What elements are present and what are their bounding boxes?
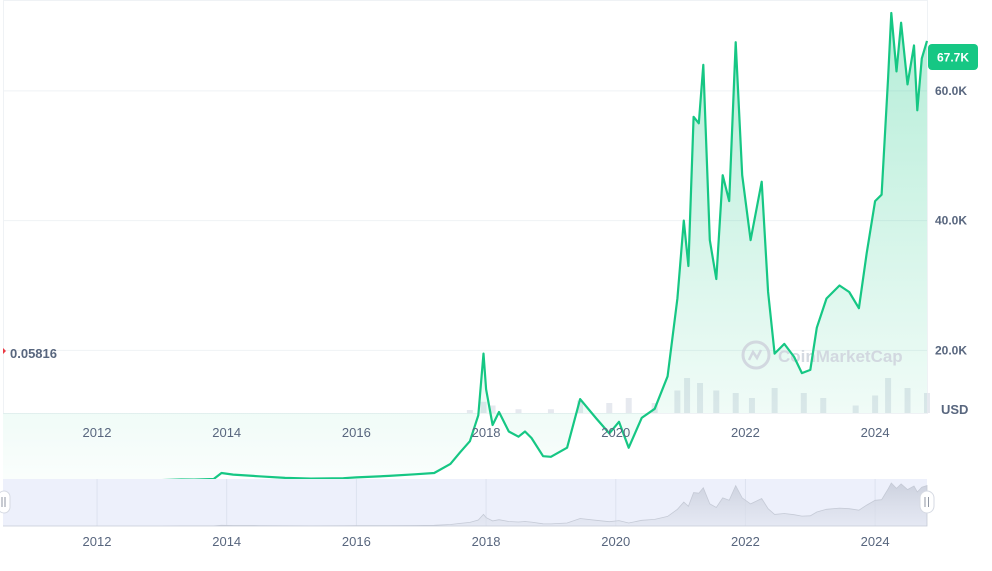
y-tick-label: 60.0K [935,84,967,98]
x-tick-label: 2020 [601,425,630,440]
navigator-area [3,482,928,527]
current-price-label: 67.7K [937,51,969,65]
price-line [3,11,929,482]
volume-bar [606,403,613,413]
navigator[interactable] [0,479,935,527]
unit-label: USD [941,402,968,417]
grid [3,90,927,351]
y-tick-label: 40.0K [935,214,967,228]
watermark-text: CoinMarketCap [778,347,903,366]
current-price-badge: 67.7K [928,44,978,70]
x-tick-label: 2014 [212,425,241,440]
navigator-x-axis: 2012 2014 2016 2018 2020 2022 2024 [83,534,890,549]
price-area [3,13,927,481]
x-tick-label: 2022 [731,425,760,440]
y-tick-label: 20.0K [935,343,967,357]
navigator-tick-label: 2020 [601,534,630,549]
start-value-marker: 0.05816 [3,346,57,361]
x-tick-label: 2016 [342,425,371,440]
start-value-label: 0.05816 [10,346,57,361]
volume-bar [625,398,632,413]
navigator-tick-label: 2016 [342,534,371,549]
navigator-tick-label: 2022 [731,534,760,549]
volume-bar [466,410,473,413]
volume-bar [489,405,496,413]
volume-bar [547,409,554,413]
x-tick-label: 2024 [861,425,890,440]
volume-bar [515,409,522,413]
navigator-tick-label: 2014 [212,534,241,549]
x-axis: 2012 2014 2016 2018 2020 2022 2024 [83,425,890,440]
x-tick-label: 2012 [83,425,112,440]
navigator-tick-label: 2018 [472,534,501,549]
navigator-handle-right[interactable] [919,490,935,514]
y-axis: 20.0K 40.0K 60.0K [935,84,967,358]
navigator-tick-label: 2024 [861,534,890,549]
x-tick-label: 2018 [472,425,501,440]
navigator-tick-label: 2012 [83,534,112,549]
watermark: CoinMarketCap [741,340,903,370]
navigator-handle-left[interactable] [0,490,11,514]
